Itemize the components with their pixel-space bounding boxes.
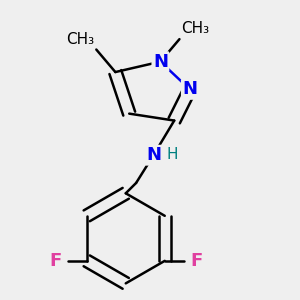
Text: CH₃: CH₃	[67, 32, 94, 47]
Text: N: N	[182, 80, 197, 98]
Text: F: F	[49, 252, 62, 270]
Text: N: N	[146, 146, 161, 164]
Text: CH₃: CH₃	[181, 21, 209, 36]
Text: N: N	[153, 53, 168, 71]
Text: F: F	[190, 252, 202, 270]
Text: H: H	[167, 147, 178, 162]
